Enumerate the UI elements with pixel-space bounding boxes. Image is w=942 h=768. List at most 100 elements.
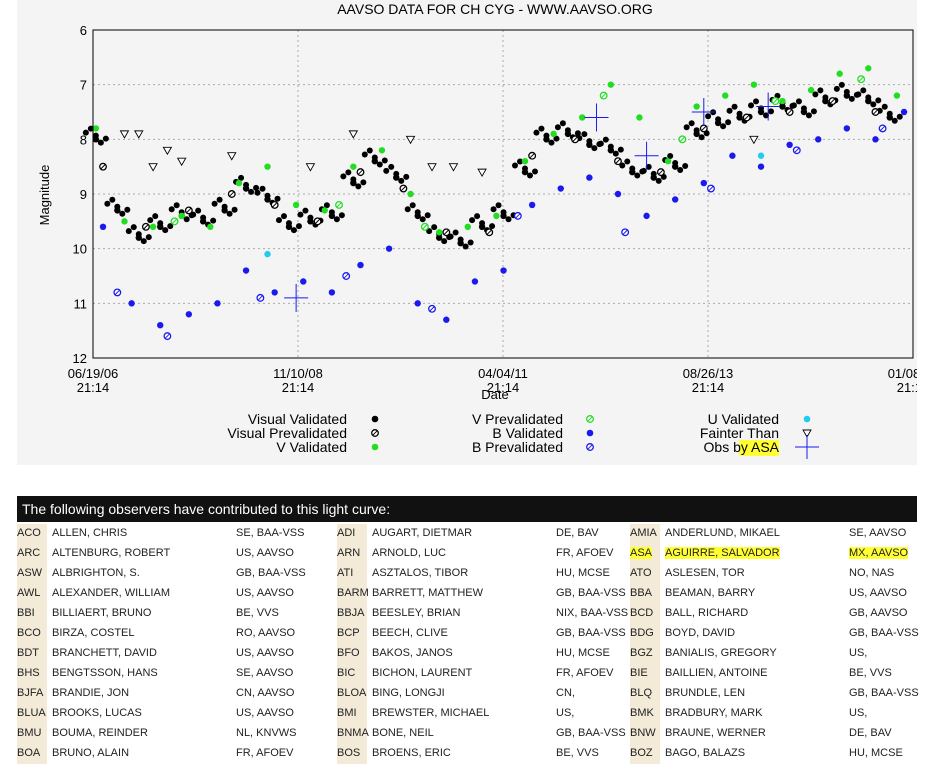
data-point [571, 135, 580, 144]
data-point [677, 167, 684, 173]
observer-code: BLOA [337, 687, 367, 699]
legend-label: Visual Validated [248, 411, 347, 427]
data-point [338, 212, 345, 219]
legend-label: Fainter Than [700, 425, 779, 441]
observer-code: AWL [17, 587, 41, 599]
data-point [742, 113, 751, 122]
data-point [119, 210, 126, 217]
data-point [167, 223, 174, 230]
data-point [297, 211, 304, 218]
data-point [140, 238, 147, 245]
data-point [419, 216, 426, 223]
observer-name: BAKOS, JANOS [372, 647, 453, 659]
data-point [833, 85, 840, 92]
observer-name: BEECH, CLIVE [372, 627, 448, 639]
data-point [99, 223, 107, 230]
observer-org: NIX, BAA-VSS [556, 607, 629, 619]
data-point [707, 184, 715, 193]
x-axis-label: Date [481, 387, 508, 402]
data-point [698, 134, 705, 141]
data-point [130, 224, 137, 231]
data-point [792, 146, 801, 155]
observer-name: ANDERLUND, MIKAEL [665, 527, 780, 539]
observer-org: FR, AFOEV [556, 667, 614, 679]
observer-name: BRANCHETT, DAVID [52, 647, 157, 659]
data-point [264, 250, 271, 258]
data-point [817, 87, 824, 94]
observer-code: BDT [17, 647, 39, 659]
data-point [871, 108, 880, 116]
observer-name: BEESLEY, BRIAN [372, 607, 461, 619]
data-point [256, 293, 265, 302]
data-point [489, 223, 496, 230]
observer-row: BLUA BROOKS, LUCAS US, AAVSO BMI BREWSTER, M… [17, 704, 917, 724]
data-point [634, 141, 659, 170]
data-point [376, 161, 383, 168]
data-point [157, 220, 164, 227]
data-point [357, 261, 364, 269]
legend-label: B Validated [492, 425, 563, 441]
observer-name: BREWSTER, MICHAEL [372, 707, 490, 719]
observer-name: BALL, RICHARD [665, 607, 749, 619]
data-point [790, 102, 797, 109]
observer-code: BHS [17, 667, 40, 679]
data-point [323, 202, 330, 209]
data-point [275, 217, 282, 224]
code-cell-bg [17, 524, 47, 544]
data-point [870, 101, 877, 108]
observer-row: BDT BRANCHETT, DAVID US, AAVSO BFO BAKOS, JA… [17, 644, 917, 664]
data-point [865, 94, 872, 101]
data-point [388, 163, 395, 170]
data-point [786, 141, 793, 148]
data-point [581, 131, 588, 138]
observer-org: US, AAVSO [236, 587, 294, 599]
observer-name: BOYD, DAVID [665, 627, 736, 639]
data-point [162, 227, 169, 234]
data-point [464, 223, 471, 230]
data-point [550, 130, 557, 138]
data-point [195, 207, 202, 214]
data-point [173, 202, 180, 209]
observer-org: US, AAVSO [236, 647, 294, 659]
data-point [254, 189, 261, 196]
observer-row: ASW ALBRIGHTON, S. GB, BAA-VSS ATI ASZTALOS,… [17, 564, 917, 584]
data-point [149, 223, 157, 230]
data-point [865, 65, 872, 72]
observer-org: SE, AAVSO [236, 667, 294, 679]
code-cell-bg [337, 564, 367, 584]
data-point [543, 132, 550, 139]
legend-marker [371, 443, 379, 451]
data-point [559, 120, 566, 127]
code-cell-bg [630, 564, 660, 584]
data-point [176, 157, 187, 167]
observer-name: ALTENBURG, ROBERT [52, 547, 171, 559]
data-point [531, 168, 538, 175]
y-axis-label: Magnitude [37, 165, 52, 226]
observer-code: BDG [630, 627, 654, 639]
data-point [427, 163, 437, 172]
data-point [333, 216, 340, 223]
observer-org: US, [556, 707, 575, 719]
data-point [855, 91, 862, 98]
observer-org: HU, MCSE [556, 647, 610, 659]
data-point [597, 140, 604, 147]
data-point [366, 147, 373, 154]
observer-code: BOZ [630, 747, 653, 759]
data-point [795, 98, 802, 105]
code-cell-bg [17, 664, 47, 684]
data-point [678, 135, 687, 144]
observer-code: BIE [630, 667, 648, 679]
observer-name: BIRZA, COSTEL [52, 627, 135, 639]
data-point [645, 163, 652, 170]
code-cell-bg [337, 664, 367, 684]
x-tick-time: 21:14 [77, 380, 110, 395]
data-point [443, 316, 450, 323]
legend-marker [802, 429, 812, 438]
observer-code: ASW [17, 567, 43, 579]
data-point [843, 125, 851, 132]
observer-org: GB, BAA-VSS [849, 627, 919, 639]
data-point [216, 196, 223, 203]
data-point [779, 97, 786, 105]
data-point [579, 114, 586, 121]
